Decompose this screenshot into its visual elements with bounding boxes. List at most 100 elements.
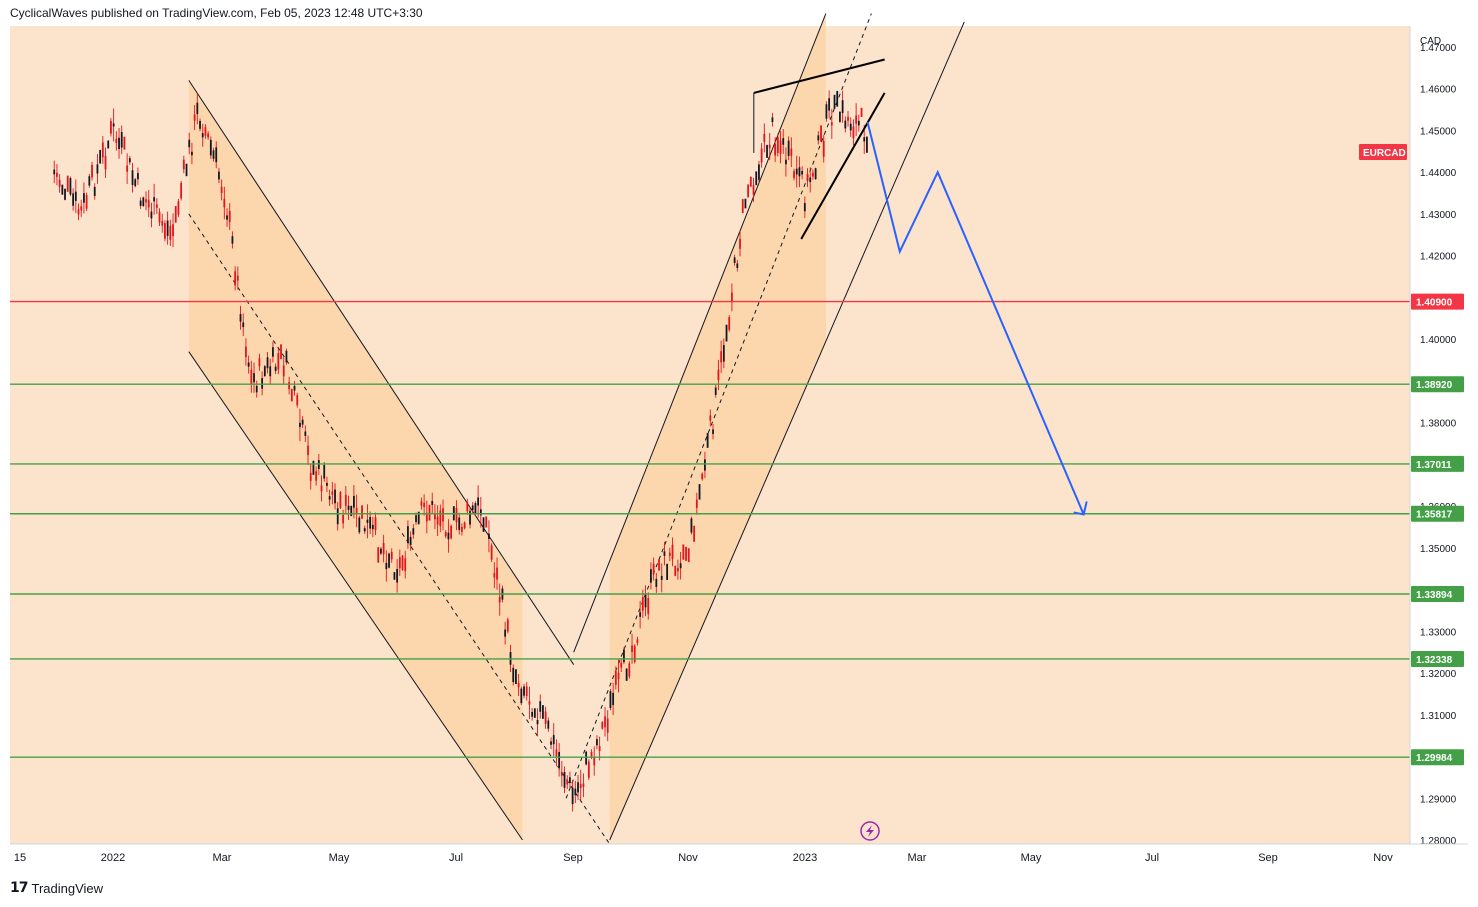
candle-body: [409, 536, 412, 546]
price-tick-label: 1.33000: [1420, 627, 1457, 638]
candle-body: [239, 313, 242, 322]
candle-body: [506, 619, 509, 632]
projection-path[interactable]: [866, 121, 1085, 515]
candle-body: [733, 257, 736, 263]
candle-body: [347, 505, 350, 510]
candle-body: [849, 123, 852, 131]
candle-body: [396, 568, 399, 583]
candle-body: [679, 563, 682, 569]
time-tick-label: Nov: [1373, 852, 1393, 864]
candle-body: [542, 705, 544, 719]
price-tick-label: 1.31000: [1420, 711, 1457, 722]
candle-body: [56, 172, 58, 177]
candle-body: [412, 528, 415, 535]
candle-body: [525, 686, 528, 697]
candle-body: [118, 137, 120, 149]
candle-body: [220, 186, 223, 194]
candle-body: [385, 562, 388, 570]
candle-body: [768, 144, 771, 149]
horizontal-levels[interactable]: [10, 300, 1410, 758]
footer-brand[interactable]: 17 TradingView: [10, 880, 103, 896]
wedge-lower-line[interactable]: [800, 92, 886, 240]
time-axis[interactable]: [10, 844, 1410, 872]
candle-body: [569, 777, 571, 784]
candle-body: [115, 138, 118, 144]
candle-body: [215, 147, 218, 163]
candle-body: [822, 140, 825, 157]
candle-body: [164, 222, 166, 239]
candle-body: [785, 159, 787, 165]
time-tick-label: May: [1021, 852, 1042, 864]
candle-body: [245, 346, 247, 358]
candle-body: [169, 225, 172, 240]
candle-body: [485, 516, 488, 528]
candle-body: [712, 429, 714, 434]
candle-body: [801, 170, 804, 175]
channel-descending-mid[interactable]: [188, 213, 611, 845]
candle-body: [120, 132, 123, 148]
candle-body: [863, 137, 866, 142]
channel-descending-upper[interactable]: [188, 80, 575, 665]
time-axis-ticks: 15 2022 Mar May Jul Sep Nov 2023 Mar May Jul Sep Nov: [14, 852, 1393, 864]
candle-body: [110, 120, 112, 134]
lightning-icon[interactable]: [860, 821, 880, 841]
candle-body: [547, 720, 550, 729]
candle-body: [72, 193, 75, 206]
candle-body: [331, 491, 334, 495]
channel-descending-fill: [188, 80, 523, 841]
candle-body: [701, 473, 704, 480]
candle-body: [647, 598, 650, 614]
candle-body: [218, 171, 220, 180]
candle-body: [585, 751, 588, 765]
candle-body: [844, 120, 847, 129]
level-tags: 1.40900 1.38920 1.37011 1.35817 1.33894 1.323…: [1411, 293, 1464, 766]
candle-body: [320, 485, 323, 492]
candle-body: [582, 783, 585, 787]
candle-body: [242, 322, 245, 328]
candle-body: [401, 555, 404, 571]
candle-body: [312, 460, 315, 475]
price-tick-label: 1.44000: [1420, 168, 1457, 179]
footer-brand-text: TradingView: [31, 880, 104, 896]
candle-body: [374, 517, 377, 531]
time-tick-label: Nov: [678, 852, 698, 864]
candle-body: [172, 224, 174, 237]
candle-body: [361, 505, 363, 519]
price-axis[interactable]: [1410, 26, 1468, 844]
candle-body: [247, 362, 250, 367]
candle-body: [196, 102, 199, 115]
candle-body: [304, 431, 307, 436]
channel-ascending-upper[interactable]: [573, 13, 827, 653]
candle-body: [463, 522, 466, 529]
candle-body: [839, 111, 841, 122]
level-tag-text: 1.40900: [1416, 298, 1453, 309]
candle-body: [758, 164, 760, 180]
candle-body: [663, 551, 666, 556]
candle-body: [423, 502, 426, 507]
price-tick-label: 1.28000: [1420, 836, 1457, 847]
candle-body: [714, 387, 717, 395]
time-tick-label: 2023: [793, 852, 817, 864]
candle-body: [687, 548, 690, 563]
candle-body: [744, 198, 747, 209]
channel-ascending-lower[interactable]: [609, 21, 965, 841]
candle-body: [620, 662, 623, 668]
candle-body: [366, 519, 369, 523]
candle-body: [407, 526, 409, 544]
candle-body: [326, 482, 328, 486]
channel-descending-lower[interactable]: [188, 351, 523, 841]
candle-body: [80, 206, 83, 211]
candle-body: [428, 504, 431, 521]
candle-body: [285, 350, 288, 363]
candle-body: [161, 220, 164, 226]
candle-body: [685, 546, 687, 561]
candle-body: [496, 567, 498, 580]
drawing-overlays[interactable]: [753, 58, 1088, 516]
candle-body: [307, 445, 309, 456]
candle-body: [234, 271, 237, 286]
level-tag-text: 1.35817: [1416, 510, 1453, 521]
wedge-upper-line[interactable]: [753, 58, 885, 94]
candle-body: [798, 167, 801, 177]
candle-body: [466, 502, 469, 512]
